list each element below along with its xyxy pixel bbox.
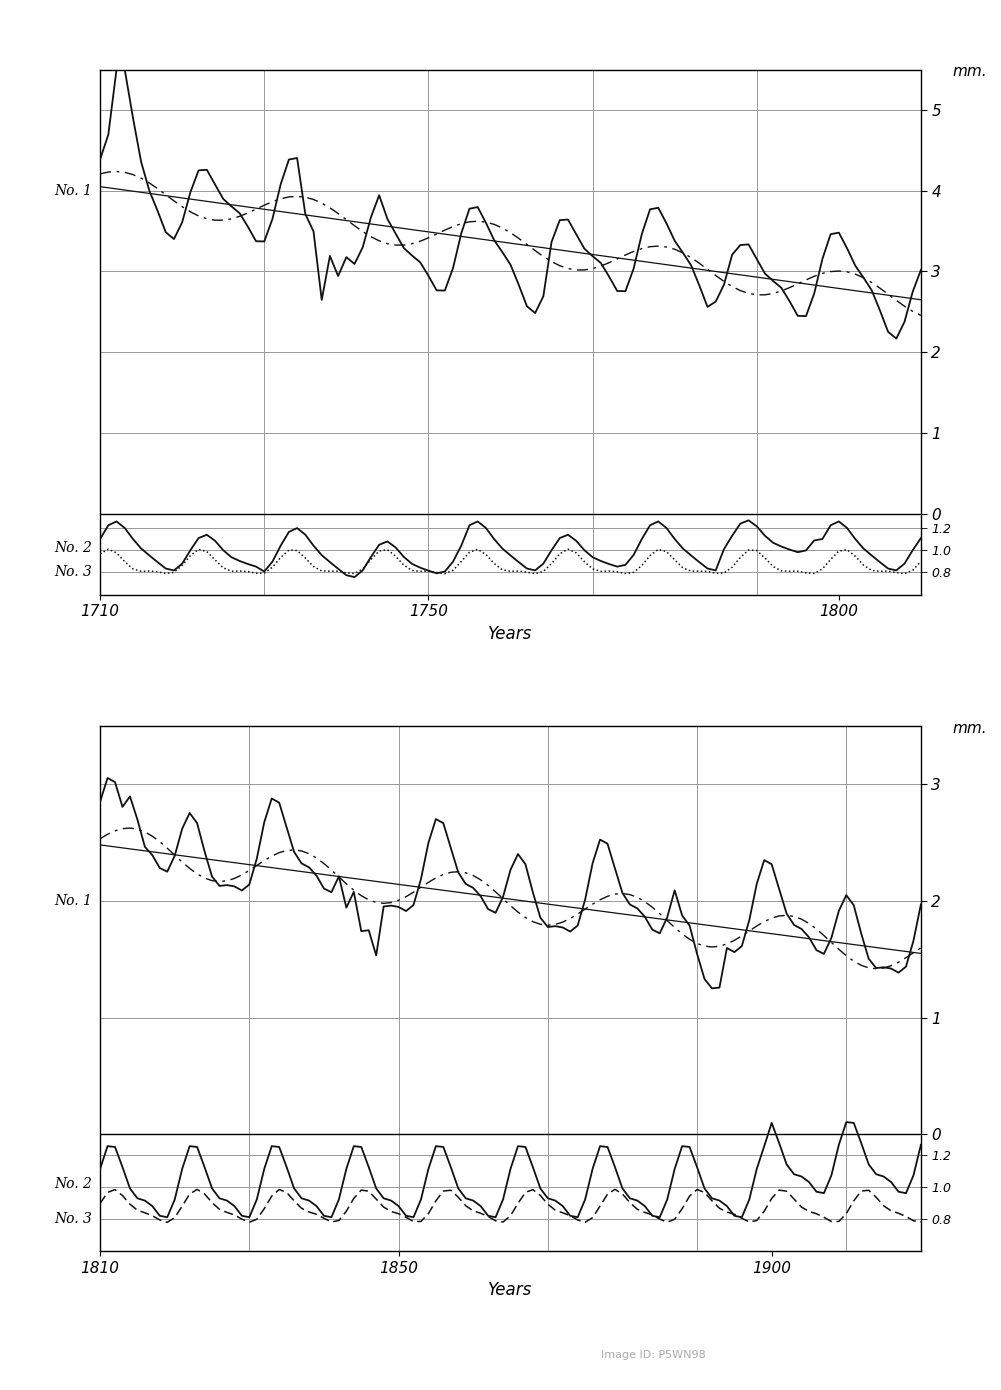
Text: No. 2: No. 2 (54, 541, 92, 555)
Text: No. 1: No. 1 (55, 894, 93, 908)
Text: No. 3: No. 3 (54, 566, 92, 580)
Text: Image ID: P5WN98: Image ID: P5WN98 (601, 1350, 706, 1361)
Y-axis label: mm.: mm. (953, 720, 987, 735)
X-axis label: Years: Years (488, 626, 533, 644)
Text: No. 3: No. 3 (55, 1212, 93, 1226)
Text: alamy: alamy (10, 1346, 85, 1365)
Text: No. 1: No. 1 (54, 183, 92, 197)
Text: www.alamy.com: www.alamy.com (879, 1348, 991, 1362)
Y-axis label: mm.: mm. (953, 64, 987, 79)
X-axis label: Years: Years (488, 1282, 533, 1300)
Text: No. 2: No. 2 (55, 1176, 93, 1191)
